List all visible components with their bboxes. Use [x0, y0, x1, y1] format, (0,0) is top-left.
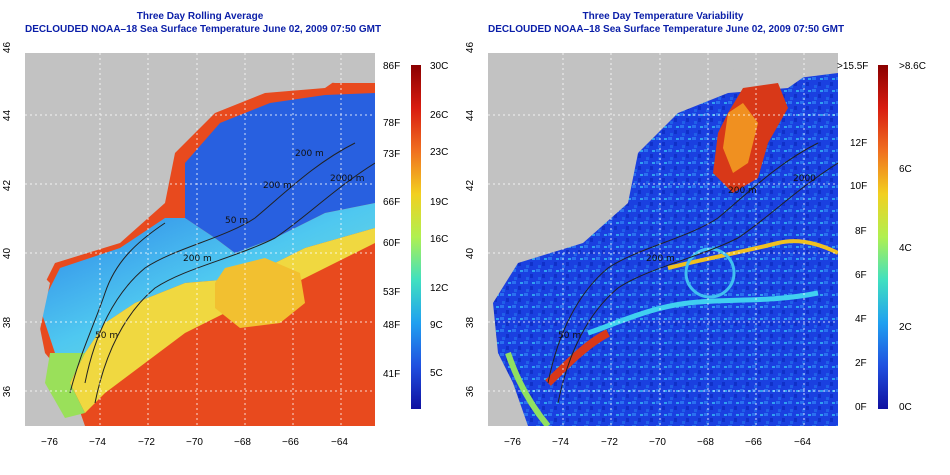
lat-tick: 40	[2, 247, 14, 260]
lat-lon-grid	[25, 53, 375, 426]
colorbar-label-f: 66F	[383, 197, 401, 208]
colorbar-label-f: 48F	[383, 320, 401, 331]
front-streak	[587, 290, 819, 336]
lat-lon-grid	[488, 53, 838, 426]
lat-tick: 36	[2, 385, 14, 398]
right-map-canvas: 200 m 2000 200 m 50 m	[488, 53, 838, 426]
colorbar-label-f: 2F	[855, 358, 867, 369]
colorbar-label-f: 0F	[855, 402, 867, 413]
lat-tick: 44	[465, 109, 477, 122]
colorbar-label-c: 26C	[430, 110, 449, 121]
green-transition	[45, 353, 85, 418]
colorbar-label-f: 8F	[855, 226, 867, 237]
right-map-subtitle: DECLOUDED NOAA–18 Sea Surface Temperatur…	[488, 24, 845, 35]
left-map-title: Three Day Rolling Average	[136, 11, 264, 22]
colorbar-label-c: 16C	[430, 234, 449, 245]
contour-label: 50 m	[225, 216, 248, 226]
lat-tick: 42	[2, 179, 14, 192]
left-sst-map[interactable]: 200 m 2000 m 200 m 50 m 200 m 50 m	[25, 53, 375, 426]
colorbar-label-c: 9C	[430, 320, 443, 331]
contour-label: 2000 m	[330, 174, 365, 184]
lon-tick: −68	[697, 437, 714, 448]
lon-tick: −76	[41, 437, 58, 448]
colorbar-label-f: 41F	[383, 369, 401, 380]
lat-tick: 46	[2, 41, 14, 54]
colorbar-label-c: 0C	[899, 402, 912, 413]
lon-tick: −74	[89, 437, 106, 448]
eddy	[684, 247, 736, 299]
left-map-subtitle: DECLOUDED NOAA–18 Sea Surface Temperatur…	[25, 24, 382, 35]
lon-tick: −66	[745, 437, 762, 448]
lat-tick: 42	[465, 179, 477, 192]
colorbar-label-f: 6F	[855, 270, 867, 281]
lon-tick: −72	[138, 437, 155, 448]
contour-label: 200 m	[295, 149, 324, 159]
lat-tick: 40	[465, 247, 477, 260]
colorbar-label-c: 4C	[899, 243, 912, 254]
lon-tick: −64	[794, 437, 811, 448]
left-colorbar	[411, 65, 421, 409]
right-variability-map[interactable]: 200 m 2000 200 m 50 m	[488, 53, 838, 426]
left-map-canvas: 200 m 2000 m 200 m 50 m 200 m 50 m	[25, 53, 375, 426]
contour-label: 200 m	[183, 254, 212, 264]
colorbar-label-f: >15.5F	[837, 61, 869, 72]
contour-label: 2000	[793, 174, 816, 184]
lon-tick: −66	[282, 437, 299, 448]
lon-tick: −70	[186, 437, 203, 448]
right-colorbar	[878, 65, 888, 409]
lat-tick: 44	[2, 109, 14, 122]
front-streak	[545, 329, 610, 386]
isobath-200m	[547, 142, 819, 384]
front-streak	[505, 352, 551, 426]
lat-tick: 38	[465, 316, 477, 329]
lon-tick: −76	[504, 437, 521, 448]
colorbar-label-c: 12C	[430, 283, 449, 294]
contour-label: 200 m	[263, 181, 292, 191]
lon-tick: −68	[234, 437, 251, 448]
warm-core-ring	[215, 258, 305, 328]
colorbar-label-f: 12F	[850, 138, 868, 149]
isobath-50m	[69, 222, 166, 394]
front-streak	[667, 239, 838, 270]
contour-label: 50 m	[95, 331, 118, 341]
contour-label: 200 m	[646, 254, 675, 264]
land-cape	[25, 273, 50, 373]
colorbar-label-c: 19C	[430, 197, 449, 208]
colorbar-label-f: 53F	[383, 287, 401, 298]
contour-label: 50 m	[558, 331, 581, 341]
colorbar-label-c: 5C	[430, 368, 443, 379]
lon-tick: −72	[601, 437, 618, 448]
colorbar-label-c: >8.6C	[899, 61, 926, 72]
isobath-2000m	[94, 162, 375, 404]
moderate-variability-zone	[723, 103, 758, 173]
isobath-200m	[84, 142, 356, 384]
lon-tick: −74	[552, 437, 569, 448]
gulf-of-maine-cold-water	[185, 93, 375, 253]
colorbar-label-f: 60F	[383, 238, 401, 249]
lon-tick: −70	[649, 437, 666, 448]
lat-tick: 38	[2, 316, 14, 329]
colorbar-label-f: 4F	[855, 314, 867, 325]
colorbar-label-c: 23C	[430, 147, 449, 158]
land-nova-scotia	[225, 53, 375, 83]
contour-label: 200 m	[728, 186, 757, 196]
lat-tick: 46	[465, 41, 477, 54]
land-nova-scotia	[688, 53, 838, 78]
shelf-water-cyan	[40, 203, 375, 353]
colorbar-label-f: 73F	[383, 149, 401, 160]
lon-tick: −64	[331, 437, 348, 448]
colorbar-label-f: 86F	[383, 61, 401, 72]
colorbar-label-f: 78F	[383, 118, 401, 129]
colorbar-label-c: 2C	[899, 322, 912, 333]
lat-tick: 36	[465, 385, 477, 398]
colorbar-label-c: 6C	[899, 164, 912, 175]
colorbar-label-c: 30C	[430, 61, 449, 72]
isobath-2000m	[557, 162, 838, 404]
colorbar-label-f: 10F	[850, 181, 868, 192]
right-map-title: Three Day Temperature Variability	[582, 11, 744, 22]
